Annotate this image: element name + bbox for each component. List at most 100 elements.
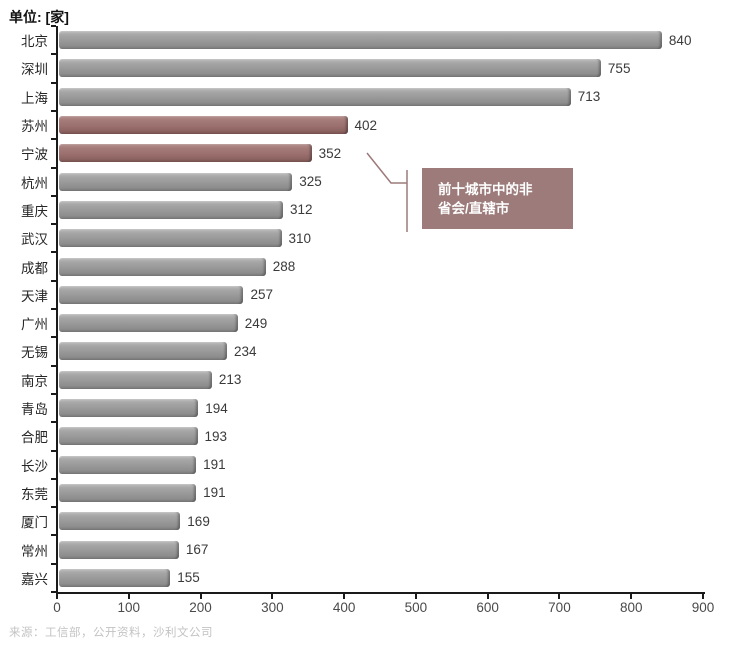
value-label: 167 <box>185 542 209 558</box>
x-axis-tick-label: 900 <box>691 600 715 615</box>
bar-row: 234 <box>57 337 703 365</box>
bar <box>59 314 238 333</box>
y-axis-tick <box>51 449 56 452</box>
annotation-callout-line2: 省会/直辖市 <box>438 200 510 216</box>
value-label: 191 <box>203 485 226 501</box>
y-axis-tick <box>51 81 56 84</box>
value-label: 234 <box>233 343 257 359</box>
value-label: 193 <box>204 428 228 444</box>
y-axis-tick <box>51 308 56 310</box>
annotation-callout-line1: 前十城市中的非 <box>438 181 533 197</box>
bar <box>59 144 312 163</box>
bar-row: 352 <box>57 139 703 167</box>
bar-row: 191 <box>57 479 703 507</box>
value-label: 312 <box>289 202 313 218</box>
bar-row: 325 <box>57 168 703 196</box>
bar <box>59 427 198 446</box>
x-axis-tick-label: 200 <box>189 600 212 615</box>
plot-area: 840 755 713 402 352 325 312 310 288 257 249 234 213 1… <box>57 26 703 592</box>
y-axis-tick <box>51 53 56 56</box>
value-label: 169 <box>187 513 210 529</box>
y-axis-line <box>56 26 58 594</box>
bar <box>59 229 282 248</box>
bar-row: 840 <box>57 26 703 54</box>
y-axis-tick <box>51 194 56 197</box>
chart-unit-title: 单位: [家] <box>9 9 69 25</box>
bar <box>59 540 179 559</box>
bar-row: 167 <box>57 535 703 563</box>
category-label: 长沙 <box>21 458 48 474</box>
bar-row: 288 <box>57 252 703 280</box>
bar-row: 194 <box>57 394 703 422</box>
value-label: 257 <box>250 287 273 303</box>
x-axis-tick <box>414 594 417 599</box>
y-axis-tick <box>51 223 56 226</box>
value-label: 402 <box>354 117 378 133</box>
value-label: 213 <box>218 372 242 388</box>
value-label: 194 <box>205 400 228 416</box>
x-axis-tick <box>486 594 489 599</box>
value-label: 352 <box>318 145 342 161</box>
value-label: 155 <box>177 570 200 586</box>
x-axis-tick-label: 500 <box>404 600 428 615</box>
category-label: 上海 <box>21 90 48 106</box>
category-label: 南京 <box>21 373 48 389</box>
y-axis-tick <box>51 562 56 565</box>
category-label: 合肥 <box>21 430 48 446</box>
annotation-callout: 前十城市中的非 省会/直辖市 <box>422 168 573 229</box>
bar <box>59 568 171 587</box>
x-axis-tick-label: 0 <box>53 600 61 615</box>
value-label: 713 <box>577 89 601 105</box>
bar-row: 249 <box>57 309 703 337</box>
bar <box>59 200 283 219</box>
bar <box>59 87 571 106</box>
bar <box>59 483 197 502</box>
bar-row: 402 <box>57 111 703 139</box>
y-axis-tick <box>51 506 56 509</box>
category-label: 苏州 <box>21 119 48 135</box>
x-axis-tick-label: 100 <box>117 600 141 615</box>
y-axis-tick <box>51 364 56 367</box>
bar <box>59 512 181 531</box>
y-axis-tick <box>51 591 56 593</box>
x-axis-tick-label: 600 <box>476 600 499 615</box>
bar <box>59 59 601 78</box>
x-axis-tick-label: 300 <box>261 600 284 615</box>
bar <box>59 116 348 135</box>
category-label: 北京 <box>21 34 48 50</box>
bar <box>59 370 212 389</box>
value-label: 310 <box>288 230 312 246</box>
x-axis-line <box>56 592 705 594</box>
value-label: 249 <box>244 315 268 331</box>
x-axis-tick <box>343 594 346 599</box>
category-label: 嘉兴 <box>21 571 48 587</box>
bar-row: 755 <box>57 54 703 82</box>
bar <box>59 172 293 191</box>
bar-row: 193 <box>57 422 703 450</box>
category-label: 杭州 <box>21 175 48 191</box>
category-label: 东莞 <box>21 486 48 502</box>
bar-row: 155 <box>57 564 703 592</box>
y-axis-tick <box>51 25 56 27</box>
bar <box>59 342 227 361</box>
y-axis-tick <box>51 421 56 424</box>
x-axis-tick <box>127 594 130 599</box>
bar-row: 312 <box>57 196 703 224</box>
bar-row: 713 <box>57 83 703 111</box>
y-axis-tick <box>51 166 56 169</box>
bar <box>59 399 199 418</box>
y-axis-tick <box>51 279 56 282</box>
category-label: 厦门 <box>21 515 48 531</box>
bar-row: 213 <box>57 366 703 394</box>
value-label: 840 <box>668 32 692 48</box>
x-axis-tick-label: 400 <box>332 600 356 615</box>
category-label: 无锡 <box>21 345 48 361</box>
bar <box>59 257 266 276</box>
value-label: 755 <box>607 60 631 76</box>
bar-row: 257 <box>57 281 703 309</box>
bar-row: 191 <box>57 451 703 479</box>
value-label: 288 <box>272 259 296 275</box>
category-label: 深圳 <box>21 62 48 78</box>
bar-row: 310 <box>57 224 703 252</box>
